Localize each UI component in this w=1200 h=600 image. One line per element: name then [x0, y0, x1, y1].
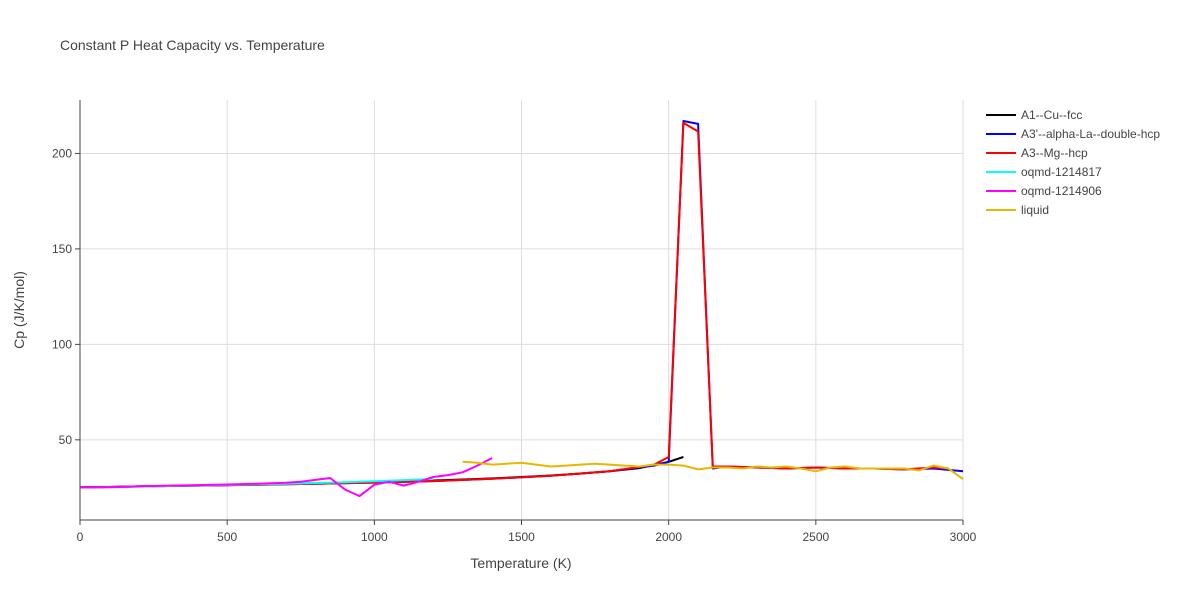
axes: 0 500 1000 1500 2000 2500 3000 50 100 150 200: [52, 100, 977, 544]
legend-label: A1--Cu--fcc: [1021, 108, 1082, 122]
grid: [80, 100, 964, 520]
x-tick-label: 3000: [950, 530, 977, 544]
y-tick-label: 50: [59, 433, 73, 447]
legend-label: oqmd-1214906: [1021, 184, 1102, 198]
legend-item[interactable]: oqmd-1214817: [986, 165, 1102, 179]
legend-label: liquid: [1021, 203, 1049, 217]
y-tick-label: 200: [52, 146, 72, 160]
y-axis-label: Cp (J/K/mol): [11, 271, 27, 349]
x-tick-label: 2000: [655, 530, 682, 544]
series-group: [79, 120, 964, 498]
legend-item[interactable]: A3--Mg--hcp: [986, 146, 1088, 160]
legend[interactable]: A1--Cu--fcc A3'--alpha-La--double-hcp A3--…: [986, 108, 1160, 217]
legend-item[interactable]: A3'--alpha-La--double-hcp: [986, 127, 1160, 141]
x-tick-label: 0: [77, 530, 84, 544]
legend-label: A3'--alpha-La--double-hcp: [1021, 127, 1160, 141]
y-tick-label: 150: [52, 242, 72, 256]
x-tick-label: 1500: [508, 530, 535, 544]
x-tick-label: 1000: [361, 530, 388, 544]
series-line-6: [462, 460, 964, 480]
series-line-3: [79, 121, 949, 489]
legend-label: A3--Mg--hcp: [1021, 146, 1088, 160]
legend-item[interactable]: oqmd-1214906: [986, 184, 1102, 198]
chart-title: Constant P Heat Capacity vs. Temperature: [60, 37, 325, 53]
legend-item[interactable]: liquid: [986, 203, 1049, 217]
legend-item[interactable]: A1--Cu--fcc: [986, 108, 1082, 122]
x-tick-label: 2500: [802, 530, 829, 544]
x-tick-label: 500: [217, 530, 237, 544]
legend-label: oqmd-1214817: [1021, 165, 1102, 179]
series-line-5: [79, 457, 493, 498]
y-tick-label: 100: [52, 337, 72, 351]
x-axis-label: Temperature (K): [470, 555, 571, 571]
